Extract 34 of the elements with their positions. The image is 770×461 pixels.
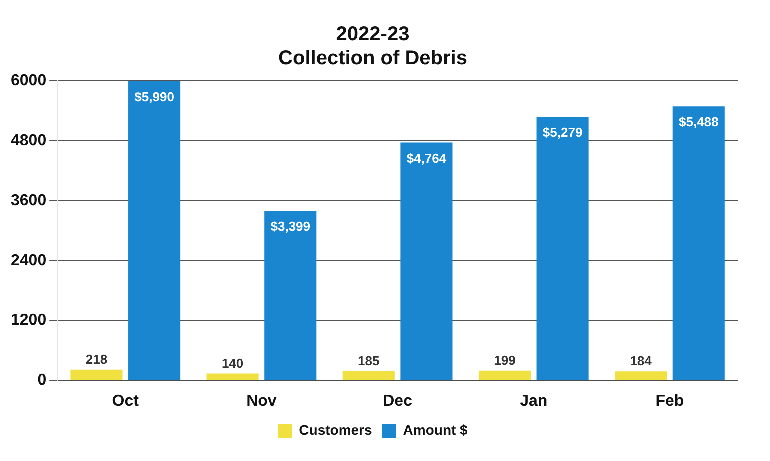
bar <box>342 372 395 380</box>
x-tick-label: Jan <box>520 392 548 410</box>
data-label: 140 <box>222 356 244 371</box>
data-label: $3,399 <box>270 219 311 234</box>
data-label: $5,279 <box>542 125 583 140</box>
bar <box>672 106 725 380</box>
x-tick-label: Dec <box>383 392 413 410</box>
data-label: $4,764 <box>406 150 448 166</box>
bar <box>206 374 259 380</box>
y-tick-label: 1200 <box>11 312 47 330</box>
bar <box>70 370 123 380</box>
y-tick-label: 2400 <box>11 252 47 270</box>
bar <box>400 142 453 380</box>
y-tick-label: 4800 <box>11 132 47 150</box>
x-tick-label: Oct <box>112 392 140 410</box>
bar <box>615 372 668 380</box>
data-label: 185 <box>358 354 380 369</box>
y-tick-label: 6000 <box>11 72 47 90</box>
legend-label: Amount $ <box>403 422 468 438</box>
data-label: $5,990 <box>134 90 174 105</box>
bar <box>264 210 317 380</box>
data-label: 218 <box>86 352 108 367</box>
legend-label: Customers <box>299 422 373 438</box>
x-tick-label: Feb <box>656 392 684 410</box>
data-label: 199 <box>494 352 516 368</box>
bar <box>536 117 589 380</box>
chart-title: 2022-23 Collection of Debris <box>278 24 468 70</box>
y-tick-label: 0 <box>38 372 47 390</box>
x-tick-label: Nov <box>246 392 277 410</box>
data-label: 184 <box>630 354 653 369</box>
bar <box>128 82 181 380</box>
y-tick-label: 3600 <box>11 192 47 210</box>
data-label: $5,488 <box>678 114 719 130</box>
bar <box>478 370 531 380</box>
